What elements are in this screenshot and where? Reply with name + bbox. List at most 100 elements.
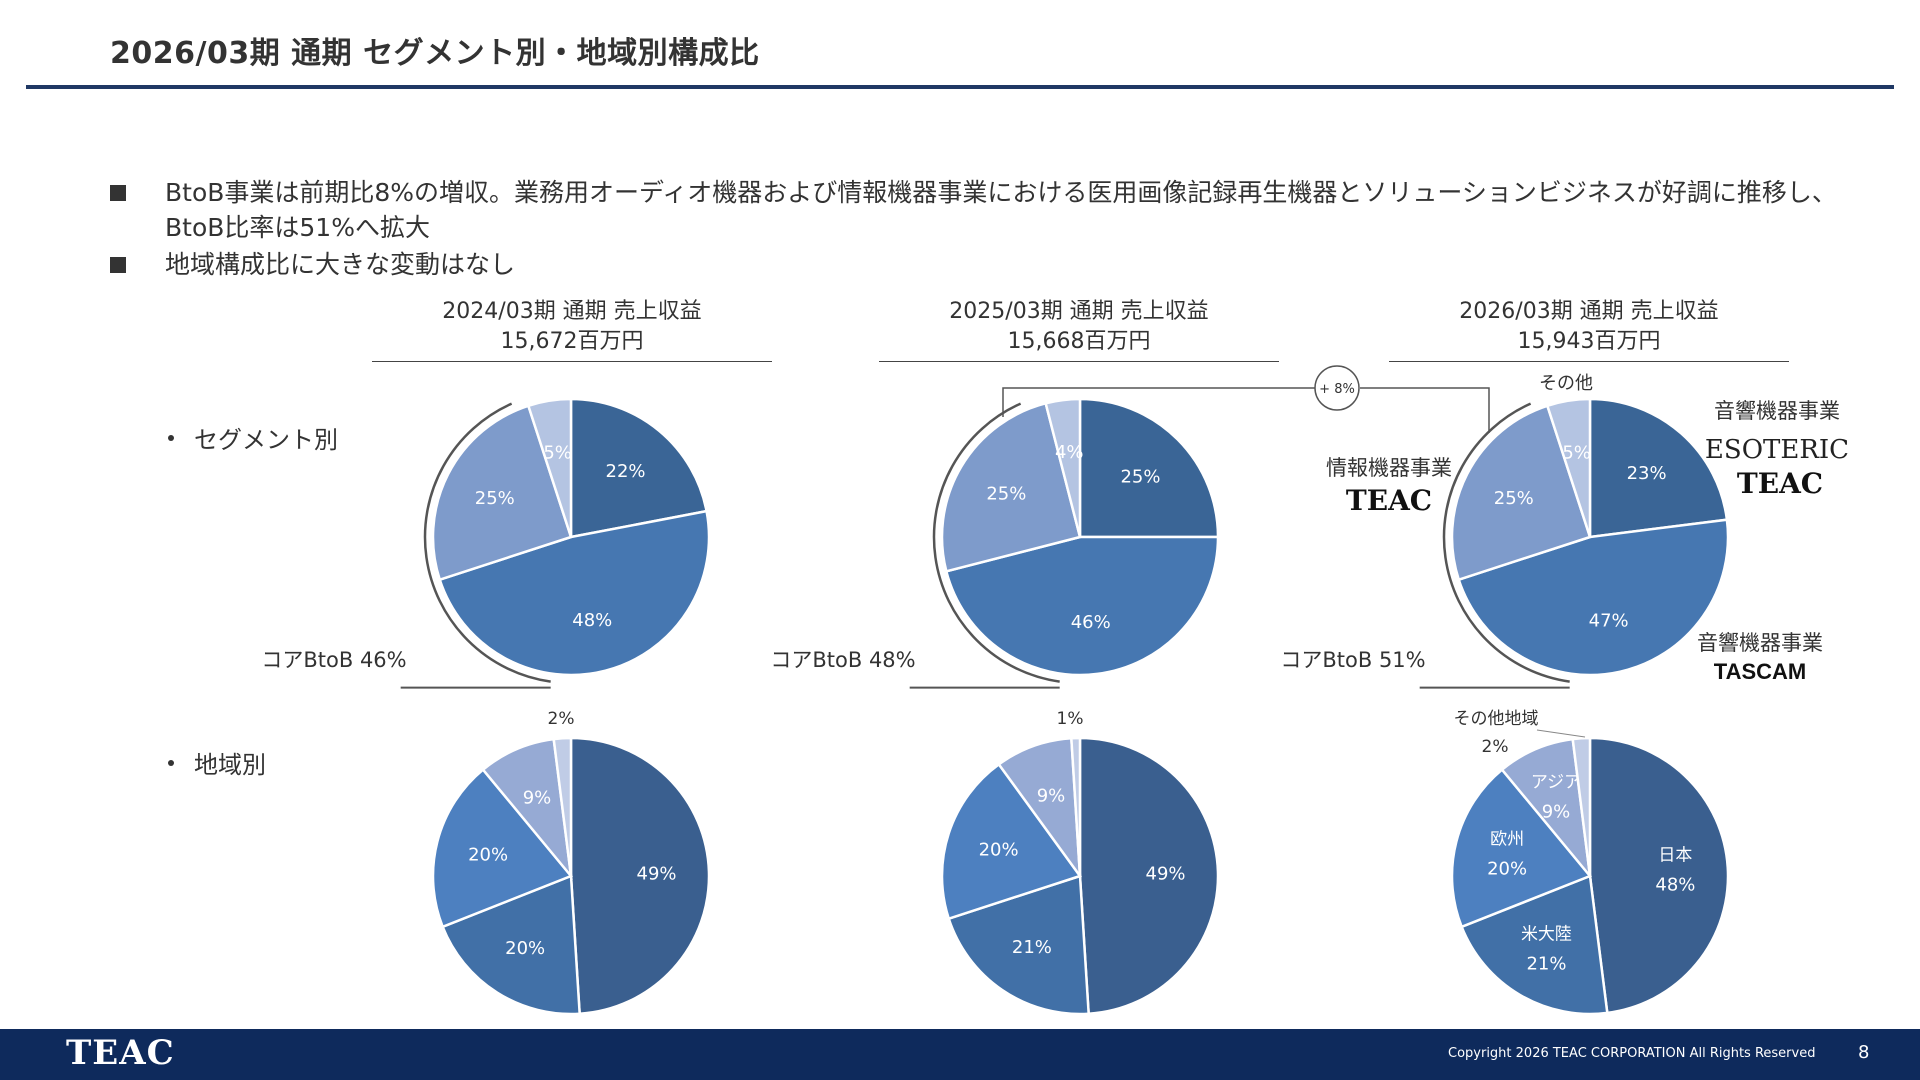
annotation-audio-esoteric-teac: 音響機器事業 xyxy=(1714,399,1840,423)
column-revenue: 15,672百万円 xyxy=(500,329,644,354)
pie-slice xyxy=(1450,767,1593,929)
pie-value-label: 9% xyxy=(523,787,552,808)
teac-audio-logo: TEAC xyxy=(1737,467,1823,500)
pie-value-label: 25% xyxy=(1494,488,1534,509)
pie-value-label: 21% xyxy=(1012,937,1052,958)
pie-slice xyxy=(441,874,581,1016)
footer-bar: TEAC Copyright 2026 TEAC CORPORATION All… xyxy=(0,1029,1920,1080)
annotation-info: 情報機器事業 xyxy=(1326,456,1452,480)
pie-slice xyxy=(1460,874,1609,1016)
column-period: 2026/03期 通期 売上収益 xyxy=(1459,299,1719,324)
pie-slice xyxy=(438,509,711,677)
bullet-1-line-1: BtoB事業は前期比8%の増収。業務用オーディオ機器および情報機器事業における医… xyxy=(165,178,1837,207)
column-period: 2025/03期 通期 売上収益 xyxy=(949,299,1209,324)
page-number: 8 xyxy=(1858,1042,1870,1063)
growth-badge-label: + 8% xyxy=(1319,382,1355,397)
pie-slice xyxy=(431,767,574,929)
pie-value-label: 9% xyxy=(1542,801,1571,822)
bullet-square-icon xyxy=(110,185,126,201)
title-divider xyxy=(26,85,1894,89)
column-revenue: 15,668百万円 xyxy=(1007,329,1151,354)
pie-value-label: 1% xyxy=(1057,709,1084,729)
column-header-2026: 2026/03期 通期 売上収益 15,943百万円 xyxy=(1389,297,1789,357)
growth-connector-line xyxy=(1360,387,1490,433)
pie-slice xyxy=(552,736,573,877)
core-btob-label: コアBtoB 51% xyxy=(1280,648,1425,672)
other-region-leader-line xyxy=(1536,729,1586,738)
core-btob-bracket xyxy=(932,402,1060,683)
column-revenue: 15,943百万円 xyxy=(1517,329,1661,354)
pie-value-label: 2% xyxy=(548,709,575,729)
region-name-label: 日本 xyxy=(1658,846,1692,866)
pie-slice xyxy=(1078,397,1220,539)
bullet-square-icon xyxy=(110,257,126,273)
core-btob-label: コアBtoB 46% xyxy=(261,648,406,672)
bullet-1-line-2: BtoB比率は51%へ拡大 xyxy=(165,213,430,242)
pie-slice xyxy=(431,404,573,582)
pie-slice xyxy=(1588,736,1730,1015)
column-rule xyxy=(1389,361,1789,362)
core-btob-label: コアBtoB 48% xyxy=(770,648,915,672)
pie-slice xyxy=(569,397,709,539)
pie-value-label: 48% xyxy=(572,610,612,631)
pie-value-label: 20% xyxy=(468,845,508,866)
bullet-2-line-1: 地域構成比に大きな変動はなし xyxy=(165,250,516,279)
region-name-label: アジア xyxy=(1531,772,1581,792)
pie-value-label: 20% xyxy=(1487,859,1527,880)
pie-slice xyxy=(526,397,573,538)
pie-slice xyxy=(947,874,1090,1016)
column-period: 2024/03期 通期 売上収益 xyxy=(442,299,702,324)
pie-value-label: 2% xyxy=(1482,737,1509,757)
pie-value-label: 49% xyxy=(637,863,677,884)
column-header-2025: 2025/03期 通期 売上収益 15,668百万円 xyxy=(879,297,1279,357)
pie-value-label: 49% xyxy=(1146,863,1186,884)
annotation-other-segment: その他 xyxy=(1539,373,1593,394)
pie-value-label: 5% xyxy=(1562,442,1591,463)
copyright: Copyright 2026 TEAC CORPORATION All Righ… xyxy=(1448,1046,1816,1061)
pie-slice xyxy=(940,401,1082,573)
pie-value-label: 25% xyxy=(475,488,515,509)
column-rule xyxy=(879,361,1279,362)
region-name-label: 欧州 xyxy=(1490,830,1524,850)
pie-slice xyxy=(569,736,711,1016)
pie-value-label: 46% xyxy=(1071,612,1111,633)
pie-value-label: 48% xyxy=(1655,875,1695,896)
pie-value-label: 47% xyxy=(1589,610,1629,631)
core-btob-bracket xyxy=(423,402,551,683)
teac-info-logo: TEAC xyxy=(1346,484,1432,517)
annotation-other-region: その他地域 xyxy=(1454,709,1539,729)
row-label-segment: セグメント別 xyxy=(168,420,338,455)
pie-value-label: 5% xyxy=(543,442,572,463)
pie-value-label: 25% xyxy=(986,483,1026,504)
pie-slice xyxy=(944,535,1220,677)
growth-connector-line xyxy=(1002,387,1315,417)
region-name-label: 米大陸 xyxy=(1521,925,1572,945)
tascam-logo: TASCAM xyxy=(1714,659,1806,684)
column-header-2024: 2024/03期 通期 売上収益 15,672百万円 xyxy=(372,297,772,357)
pie-value-label: 21% xyxy=(1526,954,1566,975)
pie-slice xyxy=(1588,397,1729,539)
annotation-audio-tascam: 音響機器事業 xyxy=(1697,631,1823,655)
row-label-region: 地域別 xyxy=(168,745,266,780)
pie-value-label: 4% xyxy=(1055,442,1084,463)
pie-value-label: 20% xyxy=(505,938,545,959)
pie-slice xyxy=(940,762,1083,921)
core-btob-bracket xyxy=(1442,402,1570,683)
pie-value-label: 25% xyxy=(1120,466,1160,487)
pie-slice xyxy=(1044,397,1082,538)
teac-footer-logo: TEAC xyxy=(66,1033,175,1073)
pie-slice xyxy=(1450,404,1592,582)
pie-value-label: 20% xyxy=(979,840,1019,861)
pie-slice xyxy=(1070,736,1082,877)
page-title: 2026/03期 通期 セグメント別・地域別構成比 xyxy=(110,36,760,71)
pie-value-label: 22% xyxy=(606,461,646,482)
pie-slice xyxy=(1078,736,1220,1016)
pie-slice xyxy=(1545,397,1592,538)
column-rule xyxy=(372,361,772,362)
pie-slice xyxy=(1571,736,1592,877)
pie-value-label: 23% xyxy=(1627,463,1667,484)
pie-value-label: 9% xyxy=(1037,785,1066,806)
esoteric-logo: ESOTERIC xyxy=(1705,435,1849,465)
growth-badge xyxy=(1314,365,1360,411)
